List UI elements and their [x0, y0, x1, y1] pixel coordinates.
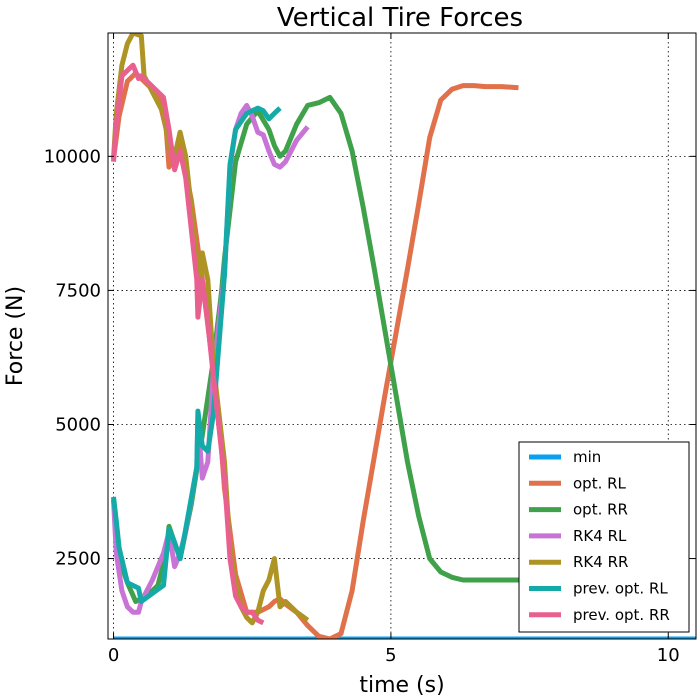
series-line-opt-rr — [111, 94, 519, 604]
y-axis-label: Force (N) — [3, 286, 28, 386]
x-tick-label: 10 — [657, 645, 680, 666]
legend-label-min: min — [573, 448, 601, 466]
legend-label-opt-rl: opt. RL — [573, 474, 627, 492]
chart-title: Vertical Tire Forces — [277, 3, 523, 33]
x-tick-label: 0 — [108, 645, 119, 666]
series-line-rk4-rr — [111, 33, 310, 626]
legend: min opt. RL opt. RR RK4 RL RK4 RR prev. opt. … — [518, 441, 690, 633]
series-group — [111, 33, 696, 639]
y-tick-label: 7500 — [55, 280, 101, 301]
series-line-rk4-rl — [111, 102, 310, 615]
y-tick-label: 5000 — [55, 414, 101, 435]
y-tick-label: 2500 — [55, 549, 101, 570]
y-tick-label: 10000 — [44, 146, 101, 167]
series-layer — [111, 33, 696, 639]
series-line-prev-opt-rr — [111, 62, 265, 626]
legend-label-prev-opt-rl: prev. opt. RL — [573, 580, 668, 598]
ticks — [108, 33, 696, 639]
legend-label-prev-opt-rr: prev. opt. RR — [573, 606, 670, 624]
series-line-prev-opt-rl — [111, 105, 282, 604]
legend-box — [518, 441, 690, 633]
plot-frame — [107, 32, 697, 640]
legend-label-opt-rr: opt. RR — [573, 501, 628, 519]
tick-labels: 0 5 10 2500 5000 7500 10000 — [44, 146, 680, 666]
legend-label-rk4-rr: RK4 RR — [573, 553, 628, 571]
legend-label-rk4-rl: RK4 RL — [573, 527, 627, 545]
x-axis-label: time (s) — [359, 673, 444, 698]
x-tick-label: 5 — [385, 645, 396, 666]
